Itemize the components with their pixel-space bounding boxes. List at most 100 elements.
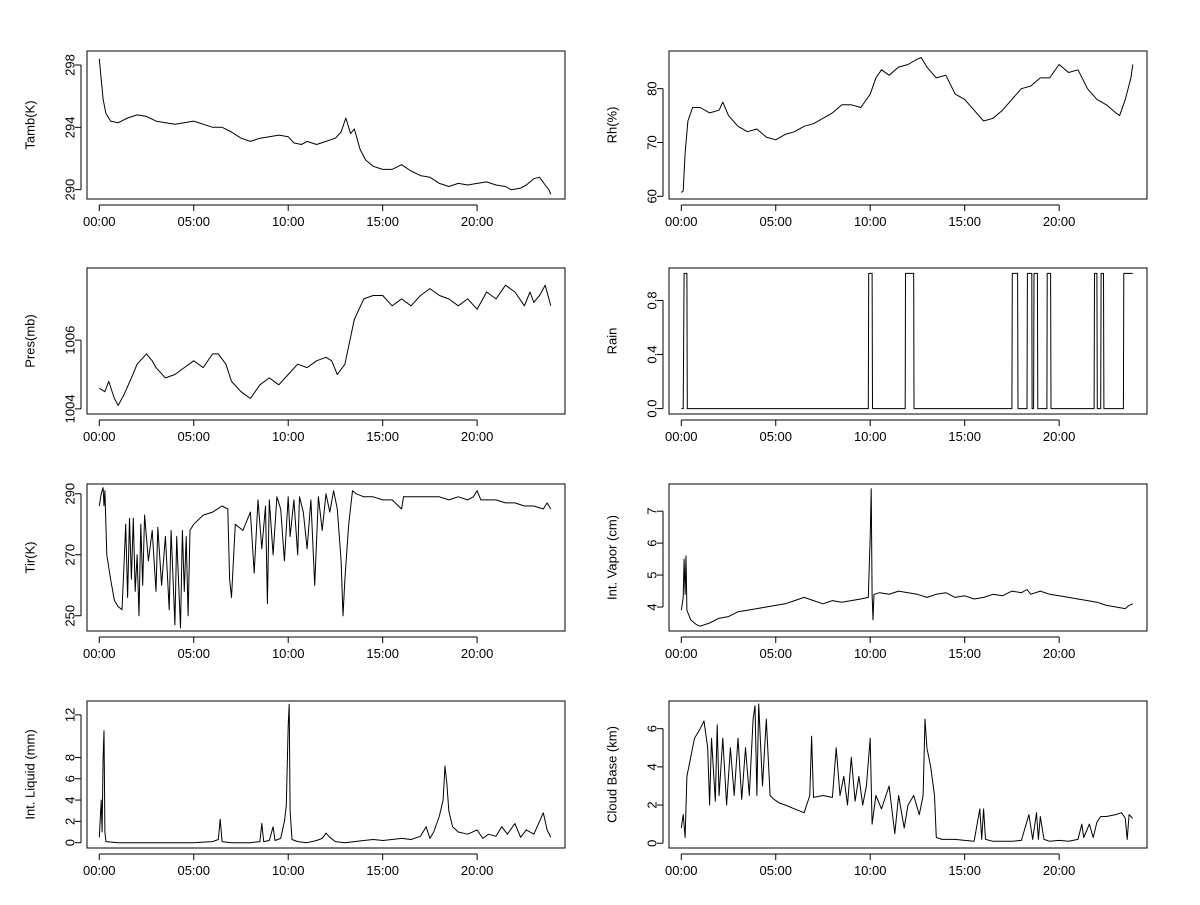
x-tick-label: 15:00 [366, 429, 399, 444]
x-tick-label: 10:00 [272, 429, 305, 444]
y-axis-label: Cloud Base (km) [605, 726, 620, 823]
y-tick-label: 7 [645, 508, 660, 515]
x-tick-label: 15:00 [948, 214, 981, 229]
panel-1: 00:00 05:00 10:00 15:00 20:00 290 294 298 Tamb(K… [23, 50, 566, 229]
y-tick-label: 0.8 [645, 291, 660, 309]
y-tick-label: 0 [63, 839, 78, 846]
panel-4: 00:00 05:00 10:00 15:00 20:00 0.0 0.4 0.8 Rain [605, 267, 1148, 444]
y-tick-label: 4 [63, 796, 78, 803]
x-tick-label: 15:00 [366, 646, 399, 661]
y-axis-label: Tamb(K) [23, 100, 38, 149]
x-tick-label: 00:00 [83, 646, 116, 661]
x-tick-label: 10:00 [854, 863, 887, 878]
x-tick-label: 10:00 [854, 214, 887, 229]
x-tick-label: 20:00 [1043, 646, 1076, 661]
series-line [98, 58, 552, 195]
x-tick-label: 10:00 [854, 429, 887, 444]
series-line [98, 487, 552, 629]
x-tick-label: 15:00 [948, 646, 981, 661]
y-tick-label: 6 [63, 775, 78, 782]
x-tick-label: 00:00 [665, 863, 698, 878]
plot-frame [86, 483, 566, 632]
y-tick-label: 298 [63, 54, 78, 76]
y-tick-label: 8 [63, 754, 78, 761]
x-tick-label: 05:00 [759, 863, 792, 878]
y-axis-label: Int. Liquid (mm) [23, 729, 38, 819]
y-axis-label: Int. Vapor (cm) [605, 515, 620, 600]
y-tick-label: 2 [645, 801, 660, 808]
y-axis-label: Tir(K) [23, 541, 38, 573]
y-tick-label: 270 [63, 544, 78, 566]
series-line [98, 703, 552, 844]
y-tick-label: 0 [645, 840, 660, 847]
plot-frame [86, 267, 566, 415]
y-tick-label: 60 [645, 189, 660, 203]
x-tick-label: 20:00 [461, 214, 494, 229]
plot-frame [86, 700, 566, 849]
y-tick-label: 4 [645, 763, 660, 770]
series-line [680, 488, 1133, 627]
x-tick-label: 10:00 [854, 646, 887, 661]
x-tick-label: 20:00 [461, 863, 494, 878]
x-tick-label: 05:00 [759, 646, 792, 661]
x-tick-label: 15:00 [948, 863, 981, 878]
y-tick-label: 1006 [63, 326, 78, 355]
series-line [680, 703, 1134, 842]
y-axis-label: Rain [605, 328, 620, 355]
x-tick-label: 15:00 [366, 863, 399, 878]
x-tick-label: 00:00 [83, 214, 116, 229]
panel-8: 00:00 05:00 10:00 15:00 20:00 0 2 4 6 Cloud Base … [605, 700, 1148, 878]
x-tick-label: 10:00 [272, 646, 305, 661]
x-tick-label: 15:00 [948, 429, 981, 444]
plot-frame [86, 50, 566, 200]
x-tick-label: 00:00 [665, 429, 698, 444]
x-tick-label: 20:00 [461, 429, 494, 444]
x-tick-label: 10:00 [272, 863, 305, 878]
y-tick-label: 1004 [63, 394, 78, 423]
x-tick-label: 15:00 [366, 214, 399, 229]
x-tick-label: 05:00 [177, 863, 210, 878]
x-tick-label: 05:00 [177, 214, 210, 229]
panel-5: 00:00 05:00 10:00 15:00 20:00 250 270 290 Tir(K) [23, 483, 566, 661]
y-tick-label: 2 [63, 818, 78, 825]
y-tick-label: 6 [645, 725, 660, 732]
panel-7: 00:00 05:00 10:00 15:00 20:00 0 2 4 6 8 12 Int. Liq… [23, 700, 566, 878]
panel-6: 00:00 05:00 10:00 15:00 20:00 4 5 6 7 Int. Vapor … [605, 483, 1148, 661]
panel-2: 00:00 05:00 10:00 15:00 20:00 60 70 80 Rh(%) [605, 50, 1148, 229]
x-tick-label: 05:00 [177, 429, 210, 444]
y-tick-label: 5 [645, 571, 660, 578]
plot-frame [668, 267, 1148, 415]
x-tick-label: 00:00 [83, 863, 116, 878]
y-tick-label: 0.4 [645, 345, 660, 363]
x-tick-label: 20:00 [461, 646, 494, 661]
plot-frame [668, 50, 1148, 200]
y-tick-label: 4 [645, 603, 660, 610]
y-tick-label: 290 [63, 483, 78, 505]
x-tick-label: 05:00 [759, 429, 792, 444]
x-tick-label: 00:00 [665, 214, 698, 229]
x-tick-label: 00:00 [83, 429, 116, 444]
y-tick-label: 250 [63, 605, 78, 627]
panel-3: 00:00 05:00 10:00 15:00 20:00 1004 1006 Pres(mb… [23, 267, 566, 444]
x-tick-label: 05:00 [759, 214, 792, 229]
plot-frame [668, 700, 1148, 849]
y-tick-label: 294 [63, 116, 78, 138]
x-tick-label: 10:00 [272, 214, 305, 229]
plot-frame [668, 483, 1148, 632]
x-tick-label: 05:00 [177, 646, 210, 661]
y-tick-label: 0.0 [645, 400, 660, 418]
series-line [99, 284, 552, 406]
y-tick-label: 12 [63, 708, 78, 722]
x-tick-label: 20:00 [1043, 214, 1076, 229]
y-tick-label: 70 [645, 135, 660, 149]
y-axis-label: Pres(mb) [23, 314, 38, 367]
y-tick-label: 6 [645, 540, 660, 547]
y-tick-label: 80 [645, 81, 660, 95]
series-line [680, 57, 1134, 193]
series-line [681, 272, 1133, 410]
y-axis-label: Rh(%) [605, 107, 620, 144]
x-tick-label: 20:00 [1043, 429, 1076, 444]
x-tick-label: 20:00 [1043, 863, 1076, 878]
